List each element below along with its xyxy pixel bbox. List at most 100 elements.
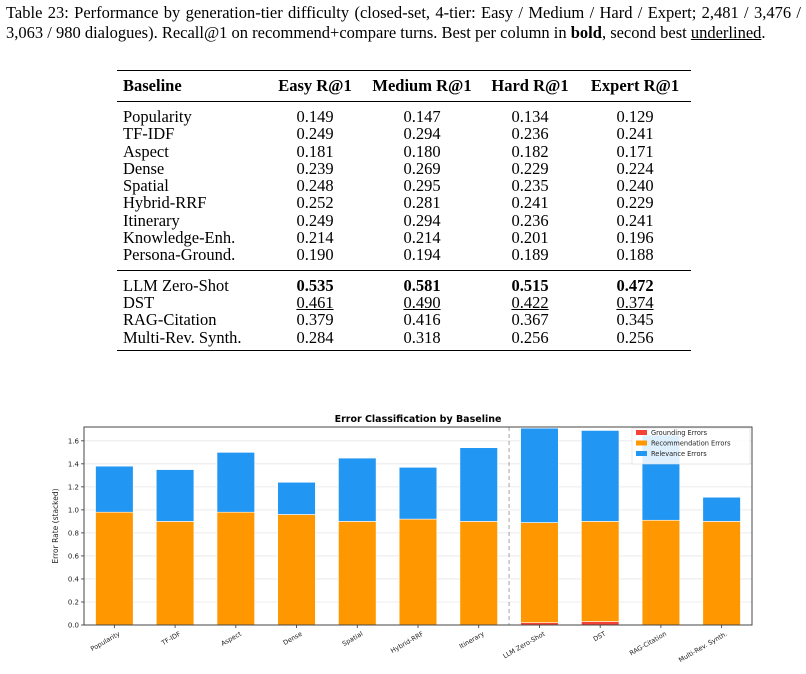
y-tick-label: 1.4: [68, 460, 80, 468]
row-value: 0.214: [296, 228, 334, 248]
row-value: 0.535: [296, 275, 334, 295]
row-value-cell: 0.294: [363, 212, 481, 229]
row-value-cell: 0.235: [481, 177, 579, 194]
row-value-cell: 0.190: [267, 246, 363, 270]
row-value-cell: 0.188: [579, 246, 691, 270]
bar-segment: [459, 447, 498, 522]
x-tick-label: TF-IDF: [159, 630, 182, 648]
row-value: 0.281: [403, 193, 441, 213]
table-group-llm: LLM Zero-Shot 0.535 0.581 0.515 0.472 DST 0.46…: [117, 270, 691, 351]
row-value-cell: 0.472: [579, 270, 691, 294]
bar-segment: [702, 496, 741, 522]
table-group-retrieval: Popularity 0.149 0.147 0.134 0.129 TF-IDF 0.24…: [117, 102, 691, 271]
table-row: Popularity 0.149 0.147 0.134 0.129: [117, 102, 691, 126]
bar-segment: [155, 521, 195, 626]
bar-segment: [216, 452, 255, 513]
row-value: 0.229: [511, 158, 549, 178]
row-baseline-name: Persona-Ground.: [123, 245, 236, 265]
row-value: 0.374: [616, 292, 654, 312]
row-value: 0.248: [296, 176, 334, 196]
row-value-cell: 0.249: [267, 212, 363, 229]
row-value-cell: 0.318: [363, 328, 481, 351]
header-baseline: Baseline: [123, 76, 182, 95]
row-value-cell: 0.171: [579, 141, 691, 161]
bar-segment: [520, 427, 559, 523]
row-value-cell: 0.147: [363, 102, 481, 126]
row-baseline-name: TF-IDF: [123, 124, 175, 144]
row-value-cell: 0.490: [363, 294, 481, 311]
x-tick-label: Itinerary: [458, 630, 486, 651]
x-tick-label: Hybrid-RRF: [389, 630, 425, 655]
bar-segment: [702, 521, 741, 626]
row-baseline-name: LLM Zero-Shot: [123, 275, 229, 295]
x-tick-label: DST: [592, 630, 607, 643]
error-classification-chart: Error Classification by Baseline 0.0 0.2 0.…: [51, 414, 753, 664]
row-value: 0.236: [511, 124, 549, 144]
y-tick-label: 1.0: [68, 506, 79, 514]
row-value: 0.284: [296, 327, 334, 347]
row-value-cell: 0.214: [267, 229, 363, 246]
x-tick-label: RAG-Citation: [628, 630, 668, 658]
table-row: RAG-Citation 0.379 0.416 0.367 0.345: [117, 310, 691, 330]
row-baseline-name: Multi-Rev. Synth.: [123, 327, 242, 347]
row-value: 0.134: [511, 107, 549, 126]
row-value-cell: 0.129: [579, 102, 691, 126]
row-baseline-name: Knowledge-Enh.: [123, 228, 236, 248]
row-value: 0.236: [511, 210, 549, 230]
y-tick-label: 0.8: [68, 529, 79, 537]
table-header-row: Baseline Easy R@1 Medium R@1 Hard R@1 Ex…: [117, 70, 691, 102]
legend-swatch: [636, 440, 647, 446]
row-value: 0.422: [511, 292, 549, 312]
row-value-cell: 0.367: [481, 311, 579, 328]
bar-segment: [641, 519, 681, 626]
bar-segment: [155, 469, 195, 522]
row-value-cell: 0.379: [267, 311, 363, 328]
table-row: LLM Zero-Shot 0.535 0.581 0.515 0.472: [117, 270, 691, 294]
row-value: 0.224: [616, 158, 654, 178]
caption-text-1: Performance by generation-tier difficult…: [6, 3, 801, 42]
row-value-cell: 0.256: [579, 328, 691, 351]
row-baseline-name: Spatial: [123, 176, 169, 196]
row-value: 0.241: [511, 193, 549, 213]
x-tick-label: Spatial: [341, 630, 365, 648]
chart-title: Error Classification by Baseline: [335, 414, 502, 425]
x-tick-label: LLM Zero-Shot: [502, 630, 547, 661]
row-value: 0.461: [296, 292, 334, 312]
bar-segment: [338, 521, 377, 626]
row-value: 0.181: [296, 141, 334, 161]
bar-segment: [581, 430, 620, 522]
table-row: Itinerary 0.249 0.294 0.236 0.241: [117, 211, 691, 229]
row-value-cell: 0.134: [481, 102, 579, 126]
plot-frame: [83, 426, 753, 626]
row-value: 0.472: [616, 275, 654, 295]
row-value-cell: 0.374: [579, 294, 691, 311]
legend-label: Recommendation Errors: [651, 440, 731, 448]
row-value: 0.345: [616, 310, 654, 330]
table-row: Multi-Rev. Synth. 0.284 0.318 0.256 0.256: [117, 327, 691, 351]
row-value-cell: 0.182: [481, 142, 579, 160]
table-row: TF-IDF 0.249 0.294 0.236 0.241: [117, 124, 691, 144]
table-row: Persona-Ground. 0.190 0.194 0.189 0.188: [117, 246, 691, 270]
x-tick-label: Dense: [282, 630, 304, 647]
row-value-cell: 0.180: [363, 142, 481, 160]
row-baseline-name: Dense: [123, 158, 165, 178]
row-value-cell: 0.240: [579, 177, 691, 194]
caption-underline-word: underlined: [690, 23, 762, 42]
row-value: 0.171: [616, 141, 654, 161]
row-value-cell: 0.201: [481, 229, 579, 246]
row-value-cell: 0.236: [481, 212, 579, 229]
row-value-cell: 0.256: [481, 328, 579, 351]
bar-segment: [398, 518, 438, 626]
row-value: 0.241: [616, 124, 654, 144]
row-value: 0.269: [403, 158, 441, 178]
row-value-cell: 0.214: [363, 229, 481, 246]
row-baseline-name: Hybrid-RRF: [123, 193, 207, 213]
bar-segment: [581, 621, 620, 626]
row-value-cell: 0.294: [363, 125, 481, 142]
header-medium: Medium R@1: [372, 76, 472, 95]
row-value: 0.379: [296, 310, 334, 330]
row-baseline-name: RAG-Citation: [123, 310, 217, 330]
row-value-cell: 0.229: [481, 160, 579, 177]
row-value-cell: 0.422: [481, 294, 579, 311]
